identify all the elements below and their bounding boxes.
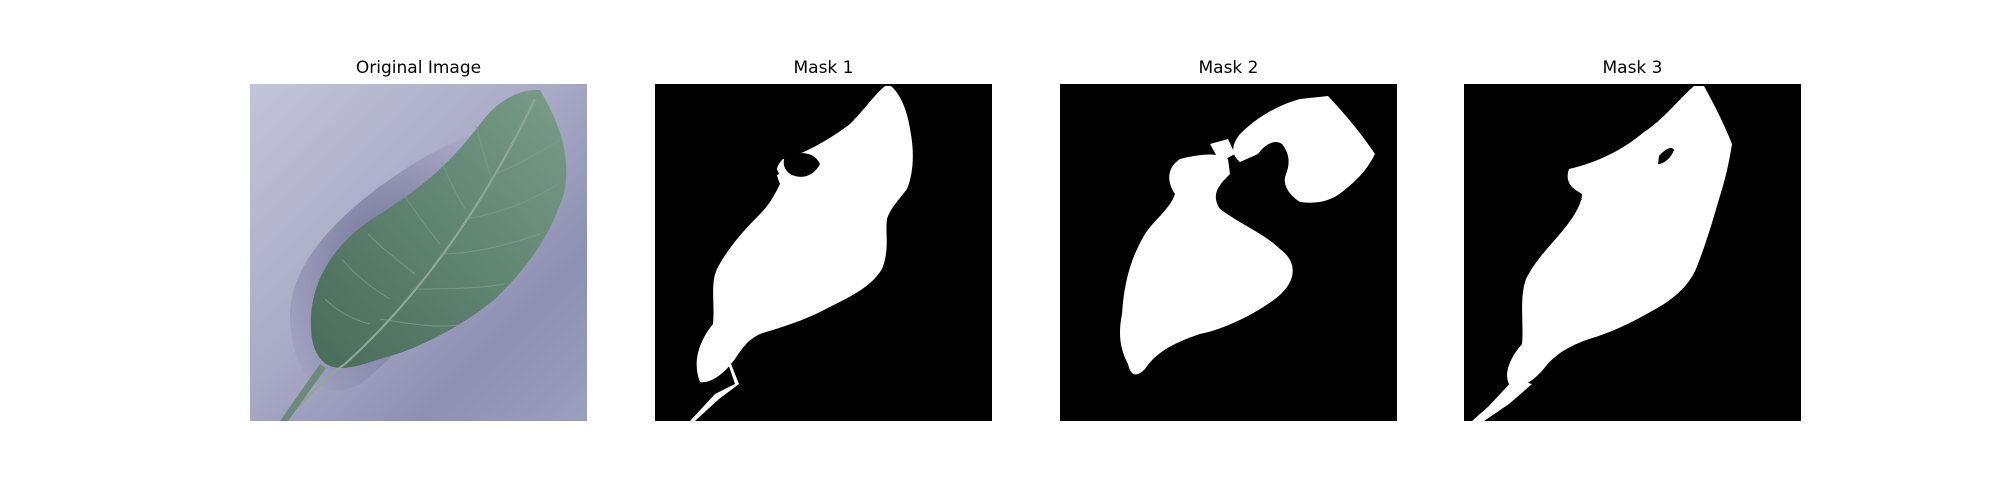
panel-title-mask-1: Mask 1	[793, 58, 854, 78]
mask-2-main-region	[1120, 154, 1293, 375]
leaf-photo	[250, 84, 587, 421]
mask-3-image	[1464, 84, 1801, 421]
mask-2-panel	[1060, 84, 1397, 421]
mask-3-notch	[1552, 189, 1582, 209]
leaf-petiole	[280, 364, 326, 421]
mask-2-image	[1060, 84, 1397, 421]
panel-title-original: Original Image	[355, 58, 482, 78]
original-image-panel	[250, 84, 587, 421]
leaf-veins	[324, 125, 563, 327]
mask-1-hole-b	[760, 166, 779, 177]
mask-1-hole-a	[783, 153, 820, 177]
mask-1-petiole	[690, 319, 739, 421]
mask-2-upper-region	[1233, 96, 1375, 203]
mask-1-leaf-region	[696, 86, 913, 383]
mask-1-panel	[655, 84, 992, 421]
mask-3-hole	[1658, 148, 1674, 164]
mask-3-panel	[1464, 84, 1801, 421]
mask-2-bridge	[1210, 139, 1235, 162]
mask-3-petiole	[1472, 379, 1532, 421]
leaf-midrib	[284, 98, 536, 421]
panel-title-mask-2: Mask 2	[1198, 58, 1259, 78]
mask-1-image	[655, 84, 992, 421]
mask-3-leaf-region	[1507, 86, 1732, 386]
panel-title-mask-3: Mask 3	[1602, 58, 1663, 78]
